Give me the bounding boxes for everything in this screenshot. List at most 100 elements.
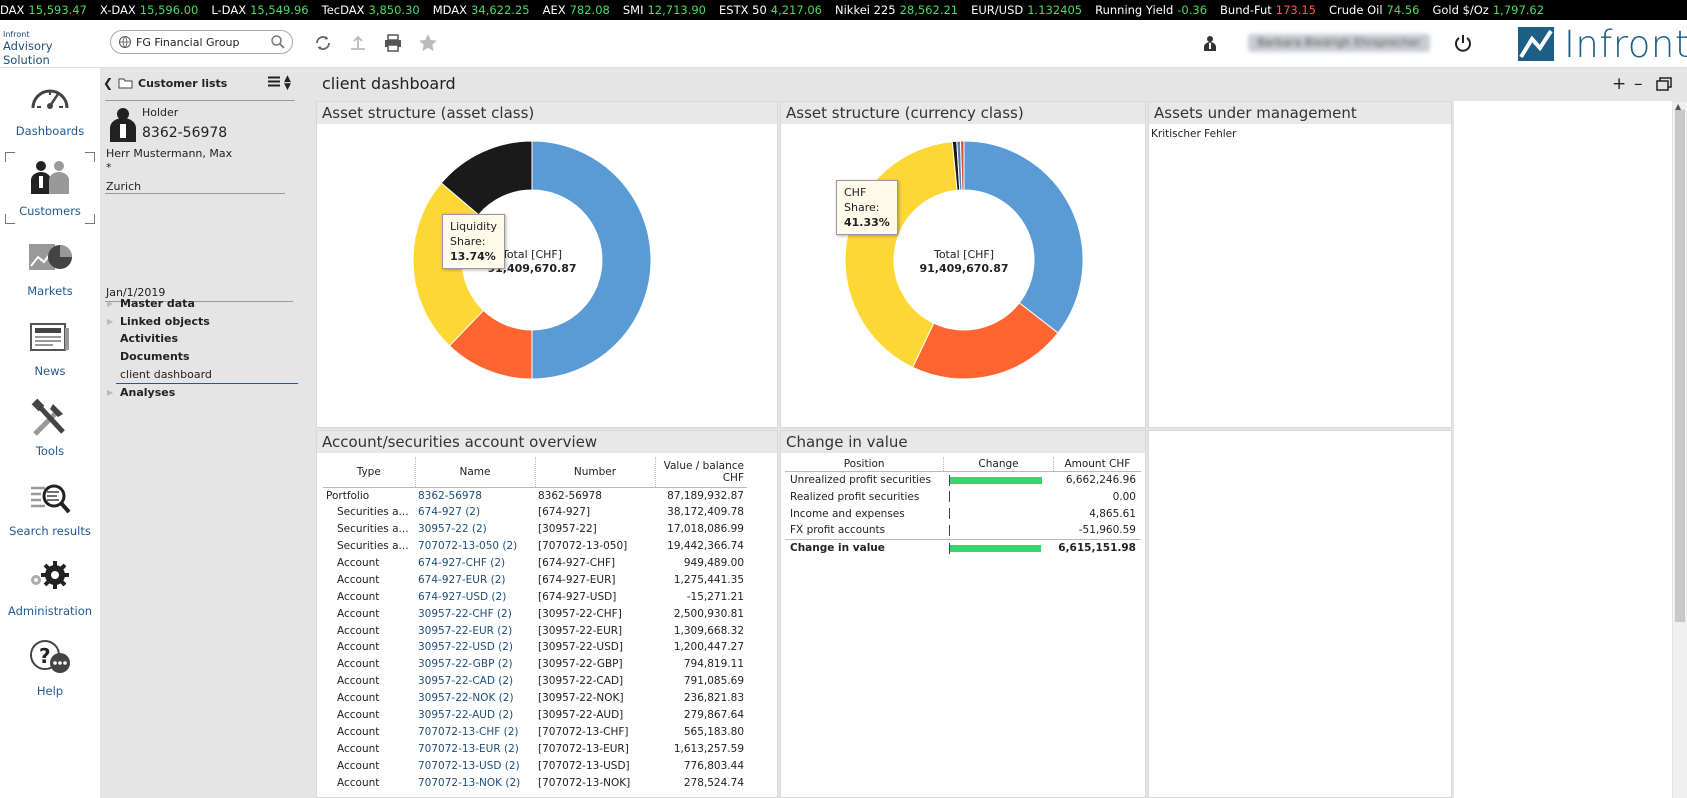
cell-name-link[interactable]: 674-927-USD (2): [418, 590, 507, 603]
sort-icon[interactable]: ▲ ▼: [284, 74, 291, 92]
nav-markets[interactable]: Markets: [0, 228, 100, 308]
table-row[interactable]: Account 30957-22-CAD (2) [30957-22-CAD] 791…: [323, 673, 747, 690]
nav-search-results[interactable]: Search results: [0, 468, 100, 548]
expand-arrow-icon[interactable]: ▶: [107, 316, 114, 326]
column-header[interactable]: Change: [943, 457, 1054, 472]
ticker-item[interactable]: SMI 12,713.90: [623, 0, 706, 20]
minimize-icon[interactable]: –: [1634, 74, 1643, 94]
nav-customers[interactable]: Customers: [0, 148, 100, 228]
cell-name-link[interactable]: 30957-22-CAD (2): [418, 675, 514, 688]
org-search-field[interactable]: [110, 30, 293, 54]
expand-arrow-icon[interactable]: ▶: [107, 387, 114, 397]
column-header[interactable]: Value / balance CHF: [655, 457, 747, 488]
ticker-item[interactable]: Crude Oil 74.56: [1329, 0, 1419, 20]
table-row[interactable]: Account 707072-13-EUR (2) [707072-13-EUR] 1…: [323, 740, 747, 757]
table-row[interactable]: Account 30957-22-NOK (2) [30957-22-NOK] 236…: [323, 690, 747, 707]
ticker-item[interactable]: Gold $/Oz 1,797.62: [1432, 0, 1544, 20]
donut-slice[interactable]: [440, 140, 533, 216]
nav-administration[interactable]: Administration: [0, 548, 100, 628]
reference-date[interactable]: Jan/1/2019: [106, 286, 166, 299]
ticker-item[interactable]: AEX 782.08: [543, 0, 610, 20]
column-header[interactable]: Number: [535, 457, 656, 488]
org-search-input[interactable]: [136, 34, 266, 50]
nav-tools[interactable]: Tools: [0, 388, 100, 468]
nav-news[interactable]: News: [0, 308, 100, 388]
ticker-item[interactable]: Running Yield -0.36: [1095, 0, 1207, 20]
table-row[interactable]: FX profit accounts -51,960.59: [785, 522, 1141, 539]
cell-name-link[interactable]: 30957-22-CHF (2): [418, 607, 512, 620]
table-row[interactable]: Account 707072-13-USD (2) [707072-13-USD] 7…: [323, 757, 747, 774]
expand-arrow-icon[interactable]: ▶: [107, 299, 114, 308]
cell-name-link[interactable]: 674-927-EUR (2): [418, 573, 506, 586]
table-row[interactable]: Portfolio 8362-56978 8362-56978 87,189,932.…: [323, 487, 747, 504]
cell-name-link[interactable]: 30957-22-EUR (2): [418, 624, 513, 637]
column-header[interactable]: Type: [323, 457, 416, 488]
favorite-star-icon[interactable]: [417, 32, 439, 54]
tree-item[interactable]: Documents: [100, 348, 302, 366]
ticker-item[interactable]: L-DAX 15,549.96: [211, 0, 308, 20]
table-row[interactable]: Account 674-927-CHF (2) [674-927-CHF] 949,4…: [323, 555, 747, 572]
cell-name-link[interactable]: 707072-13-NOK (2): [418, 776, 521, 789]
cell-name-link[interactable]: 707072-13-EUR (2): [418, 742, 519, 755]
cell-name-link[interactable]: 674-927-CHF (2): [418, 557, 506, 569]
tree-item[interactable]: Activities: [100, 330, 302, 348]
nav-dashboards[interactable]: Dashboards: [0, 68, 100, 148]
table-row[interactable]: Account 30957-22-GBP (2) [30957-22-GBP] 794…: [323, 656, 747, 673]
donut-slice[interactable]: [963, 140, 1084, 334]
ticker-item[interactable]: Bund-Fut 173.15: [1220, 0, 1316, 20]
cell-name-link[interactable]: 8362-56978: [418, 489, 482, 502]
donut-slice[interactable]: [531, 140, 652, 380]
table-row[interactable]: Realized profit securities 0.00: [785, 488, 1141, 505]
upload-icon[interactable]: [347, 32, 369, 54]
tree-item[interactable]: ▶ Analyses: [100, 384, 302, 402]
table-row[interactable]: Account 30957-22-EUR (2) [30957-22-EUR] 1,3…: [323, 622, 747, 639]
cell-name-link[interactable]: 30957-22-NOK (2): [418, 692, 514, 705]
cell-name-link[interactable]: 30957-22-USD (2): [418, 641, 513, 654]
back-arrow-icon[interactable]: ❮: [103, 76, 114, 90]
ticker-item[interactable]: MDAX 34,622.25: [433, 0, 530, 20]
donut-slice[interactable]: [959, 140, 965, 191]
ticker-item[interactable]: EUR/USD 1.132405: [971, 0, 1082, 20]
cell-name-link[interactable]: 707072-13-050 (2): [418, 540, 518, 553]
column-header[interactable]: Position: [785, 457, 945, 472]
cell-name-link[interactable]: 30957-22-GBP (2): [418, 658, 513, 671]
tree-item[interactable]: client dashboard✎: [116, 366, 311, 384]
ticker-item[interactable]: X-DAX 15,596.00: [100, 0, 198, 20]
refresh-icon[interactable]: [312, 32, 334, 54]
table-row[interactable]: Securities a... 707072-13-050 (2) [707072-…: [323, 538, 747, 555]
cell-name-link[interactable]: 707072-13-CHF (2): [418, 725, 519, 738]
table-row[interactable]: Account 707072-13-NOK (2) [707072-13-NOK] 2…: [323, 774, 747, 791]
table-row[interactable]: Account 30957-22-CHF (2) [30957-22-CHF] 2,5…: [323, 605, 747, 622]
menu-icon[interactable]: [268, 76, 280, 90]
maximize-icon[interactable]: [1656, 77, 1672, 91]
search-icon[interactable]: [270, 34, 286, 50]
customer-lists-title[interactable]: Customer lists: [138, 77, 228, 90]
tree-item[interactable]: ▶ Master data: [100, 295, 302, 313]
table-row[interactable]: Account 674-927-EUR (2) [674-927-EUR] 1,275…: [323, 571, 747, 588]
cell-name-link[interactable]: 707072-13-USD (2): [418, 759, 520, 772]
scroll-up-icon[interactable]: ▲: [1675, 102, 1682, 111]
column-header[interactable]: Name: [415, 457, 536, 488]
ticker-item[interactable]: DAX 15,593.47: [0, 0, 87, 20]
column-header[interactable]: Amount CHF: [1053, 457, 1141, 472]
cell-name-link[interactable]: 30957-22 (2): [418, 523, 487, 536]
tree-item[interactable]: ▶ Linked objects: [100, 313, 302, 331]
total-row[interactable]: Change in value 6,615,151.98: [785, 538, 1141, 556]
scroll-thumb[interactable]: [1675, 110, 1685, 622]
table-row[interactable]: Unrealized profit securities 6,662,246.96: [785, 471, 1141, 488]
table-row[interactable]: Securities a... 30957-22 (2) [30957-22] 17,…: [323, 521, 747, 538]
ticker-item[interactable]: ESTX 50 4,217.06: [719, 0, 822, 20]
ticker-item[interactable]: TecDAX 3,850.30: [322, 0, 420, 20]
table-row[interactable]: Account 30957-22-USD (2) [30957-22-USD] 1,2…: [323, 639, 747, 656]
add-widget-icon[interactable]: +: [1612, 74, 1627, 94]
scrollbar[interactable]: ▲: [1673, 102, 1687, 798]
print-icon[interactable]: [382, 32, 404, 54]
nav-help[interactable]: ? Help: [0, 628, 100, 708]
user-name[interactable]: Barbara Biedrigh Ehrsprecher: [1248, 34, 1430, 52]
table-row[interactable]: Account 707072-13-CHF (2) [707072-13-CHF] 5…: [323, 723, 747, 740]
power-icon[interactable]: [1452, 32, 1474, 54]
cell-name-link[interactable]: 30957-22-AUD (2): [418, 709, 514, 722]
user-icon[interactable]: [1200, 33, 1220, 53]
table-row[interactable]: Securities a... 674-927 (2) [674-927] 38,17…: [323, 504, 747, 521]
table-row[interactable]: Account 30957-22-AUD (2) [30957-22-AUD] 279…: [323, 707, 747, 724]
